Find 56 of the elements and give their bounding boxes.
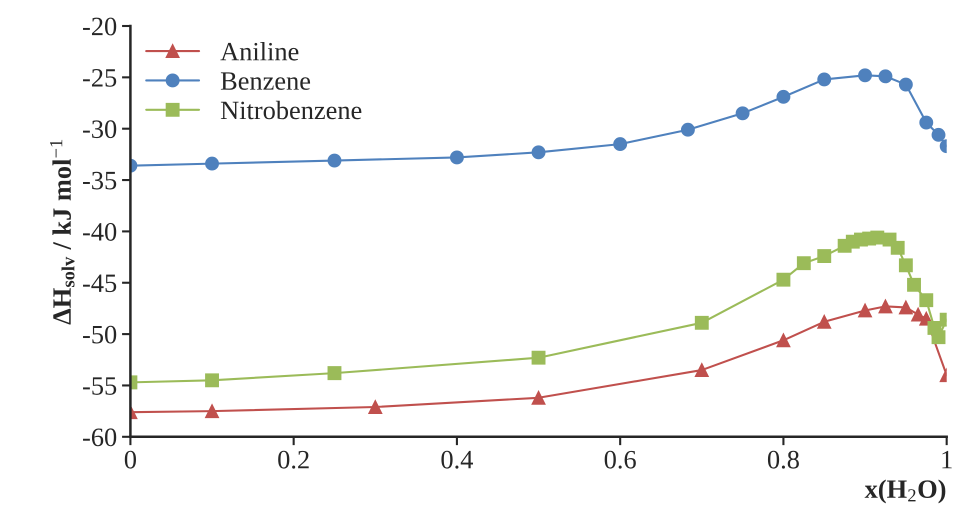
point [817, 314, 832, 329]
point [694, 316, 709, 330]
point [932, 330, 946, 344]
point [532, 145, 546, 160]
point [205, 404, 219, 418]
point [878, 299, 892, 314]
point [907, 278, 921, 292]
point [919, 116, 934, 130]
y-tick-label: -25 [83, 69, 116, 87]
point [776, 272, 790, 287]
point [450, 150, 464, 164]
x-tick-label: 0 [124, 450, 136, 469]
y-tick-label: -30 [83, 120, 116, 138]
y-tick-label: -40 [83, 223, 116, 241]
legend-label: Aniline [220, 42, 298, 61]
point [328, 366, 342, 380]
y-tick-label: -55 [83, 377, 116, 395]
point [532, 390, 546, 405]
point [932, 128, 946, 142]
x-tick-label: 0.4 [441, 450, 473, 469]
y-axis-title: ΔH$_{solv}$ / kJ mol$^{−1}$ [50, 140, 75, 324]
point [796, 256, 811, 270]
y-tick-label: -50 [83, 326, 116, 344]
point [878, 69, 892, 84]
point [817, 72, 832, 86]
point [898, 78, 913, 92]
point [870, 230, 884, 245]
point [736, 106, 750, 120]
x-tick-label: 1 [942, 450, 952, 468]
y-tick-label: -35 [83, 172, 116, 190]
point [898, 300, 913, 314]
point [680, 122, 695, 137]
point [328, 154, 342, 168]
point [919, 293, 934, 308]
point [205, 156, 219, 171]
x-tick-label: 0.6 [604, 450, 636, 469]
point [776, 90, 790, 104]
legend-label: Benzene [220, 72, 310, 90]
point [776, 333, 790, 348]
point [898, 258, 913, 272]
point [858, 304, 872, 318]
x-axis-title: x(H$_{2}$O) [864, 479, 946, 504]
point [694, 363, 709, 377]
point [613, 137, 628, 152]
x-tick-label: 0.2 [278, 450, 309, 469]
point [890, 240, 905, 255]
point [532, 350, 546, 365]
y-tick-label: -20 [83, 18, 116, 36]
point [858, 68, 872, 82]
point [205, 373, 219, 388]
point [368, 400, 382, 414]
y-tick-label: -60 [83, 428, 116, 446]
legend-label: Nitrobenzene [220, 100, 362, 120]
y-tick-label: -45 [83, 274, 116, 292]
x-tick-label: 0.8 [768, 450, 799, 469]
point [817, 249, 832, 263]
